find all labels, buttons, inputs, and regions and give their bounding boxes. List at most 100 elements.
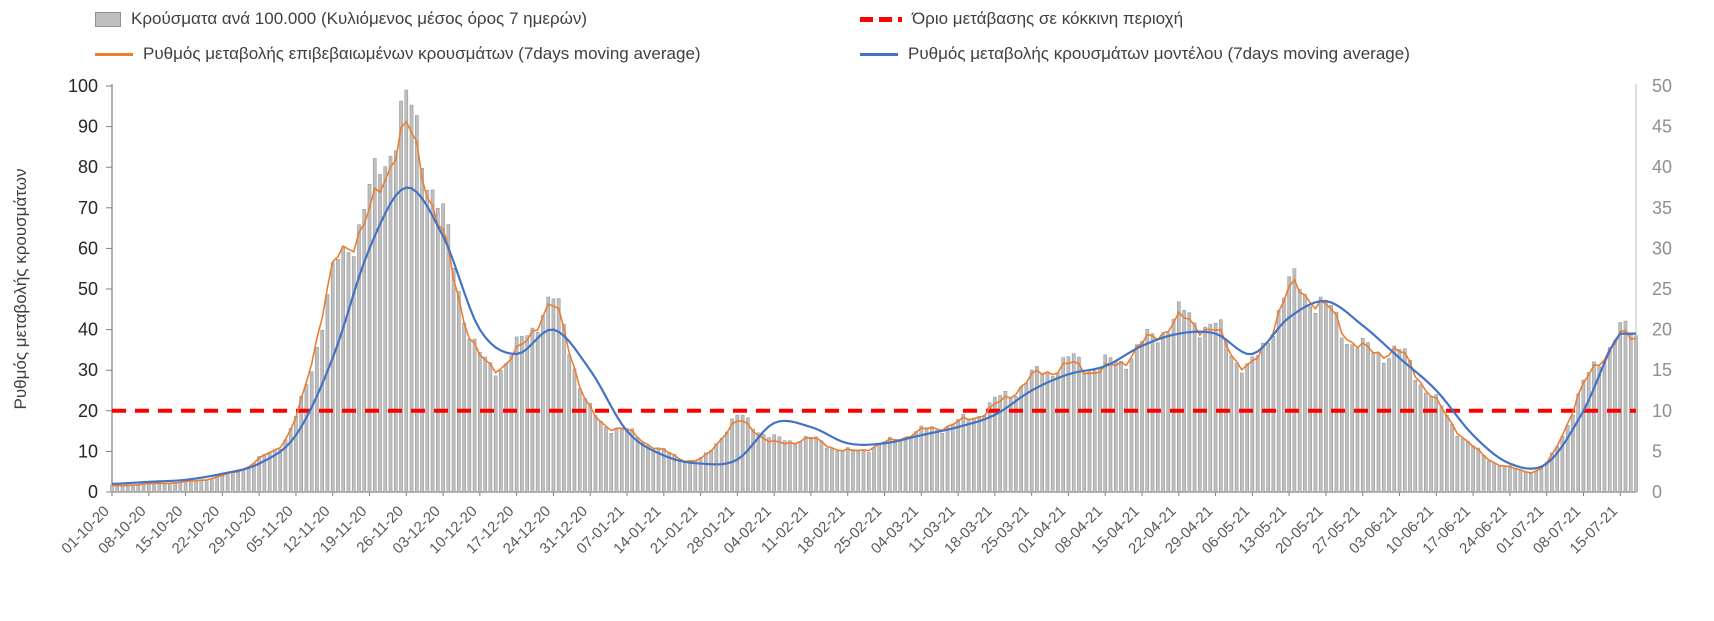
bar <box>661 448 666 493</box>
bar <box>241 469 246 493</box>
left-axis-tick-label: 60 <box>78 238 98 258</box>
bar <box>1024 382 1029 493</box>
bar <box>619 427 624 493</box>
legend-item-red-zone-threshold: Όριο μετάβασης σε κόκκινη περιοχή <box>860 6 1410 32</box>
legend-label-cases-per-100k: Κρούσματα ανά 100.000 (Κυλιόμενος μέσος … <box>131 9 588 28</box>
bar <box>1334 311 1339 493</box>
bar <box>378 174 382 493</box>
bar <box>231 471 235 493</box>
bar <box>614 428 619 493</box>
threshold-dashed-swatch-icon <box>860 16 902 22</box>
bar <box>588 403 593 493</box>
bar <box>830 448 834 493</box>
bar <box>399 100 403 493</box>
bar <box>1476 447 1481 493</box>
bar <box>987 402 992 493</box>
bar <box>1266 342 1270 493</box>
bar <box>982 415 987 493</box>
bar <box>1224 341 1228 493</box>
bar <box>336 258 340 493</box>
bar <box>330 262 335 493</box>
bar <box>1177 301 1181 493</box>
bar <box>761 434 766 493</box>
bar <box>1502 465 1507 493</box>
legend-item-confirmed-cases-rate: Ρυθμός μεταβολής επιβεβαιωμένων κρουσμάτ… <box>95 41 860 67</box>
bar <box>940 433 945 493</box>
bar <box>493 375 498 493</box>
bar <box>1282 297 1286 493</box>
bar <box>1544 461 1549 493</box>
bar <box>1450 424 1454 493</box>
bar <box>856 449 861 493</box>
bar <box>735 414 740 493</box>
bar <box>1129 358 1134 493</box>
left-axis-tick-label: 80 <box>78 157 98 177</box>
bar <box>877 443 882 493</box>
bar <box>420 168 424 493</box>
bar <box>809 437 813 493</box>
bar <box>189 479 193 493</box>
bar <box>546 296 550 493</box>
bar <box>556 298 561 493</box>
bar <box>1187 312 1192 493</box>
bar <box>341 246 346 493</box>
bar <box>572 368 577 493</box>
bar <box>478 352 482 493</box>
bar <box>977 416 981 493</box>
bar <box>751 428 755 493</box>
bar <box>1397 349 1402 493</box>
bar <box>325 294 330 493</box>
bar <box>824 447 829 493</box>
bar <box>425 189 430 493</box>
bar <box>278 448 282 493</box>
bar <box>1250 356 1255 493</box>
bar <box>845 447 850 493</box>
bar <box>1376 353 1381 493</box>
bar <box>1003 391 1008 493</box>
bar <box>893 439 897 493</box>
bar <box>1529 473 1533 493</box>
bar <box>1313 313 1318 493</box>
bar <box>1166 332 1171 493</box>
bar <box>215 476 219 493</box>
bar <box>777 436 782 493</box>
bar <box>1471 445 1475 493</box>
right-axis-tick-label: 40 <box>1652 157 1672 177</box>
bar <box>1113 361 1118 493</box>
bar <box>788 440 792 493</box>
bar <box>194 480 198 493</box>
bar <box>1287 276 1291 493</box>
model-rate-line-swatch-icon <box>860 52 898 56</box>
bar <box>1234 362 1239 493</box>
bar <box>472 338 477 493</box>
bar <box>178 481 183 493</box>
bar <box>1387 358 1391 493</box>
bar <box>441 203 445 493</box>
bar <box>1155 342 1160 493</box>
bar <box>1381 362 1386 493</box>
bar <box>520 336 524 493</box>
confirmed-cases-rate-line <box>111 120 1637 487</box>
bar <box>1576 393 1580 493</box>
bar <box>1056 372 1060 493</box>
bar <box>199 479 204 493</box>
bar <box>131 484 135 493</box>
bar <box>1623 320 1628 493</box>
bar <box>1082 372 1087 493</box>
bar <box>604 427 608 493</box>
right-axis-tick-label: 25 <box>1652 279 1672 299</box>
bar <box>851 449 855 493</box>
bar <box>436 207 440 493</box>
bar <box>1240 372 1244 493</box>
bar <box>372 158 377 493</box>
bar <box>993 396 997 493</box>
bar <box>651 449 656 493</box>
bar <box>451 268 456 493</box>
bar <box>393 150 398 493</box>
bar <box>882 441 887 493</box>
bar <box>125 484 130 493</box>
legend-item-cases-per-100k: Κρούσματα ανά 100.000 (Κυλιόμενος μέσος … <box>95 6 860 32</box>
bar <box>1628 334 1633 493</box>
bar <box>1208 324 1213 493</box>
